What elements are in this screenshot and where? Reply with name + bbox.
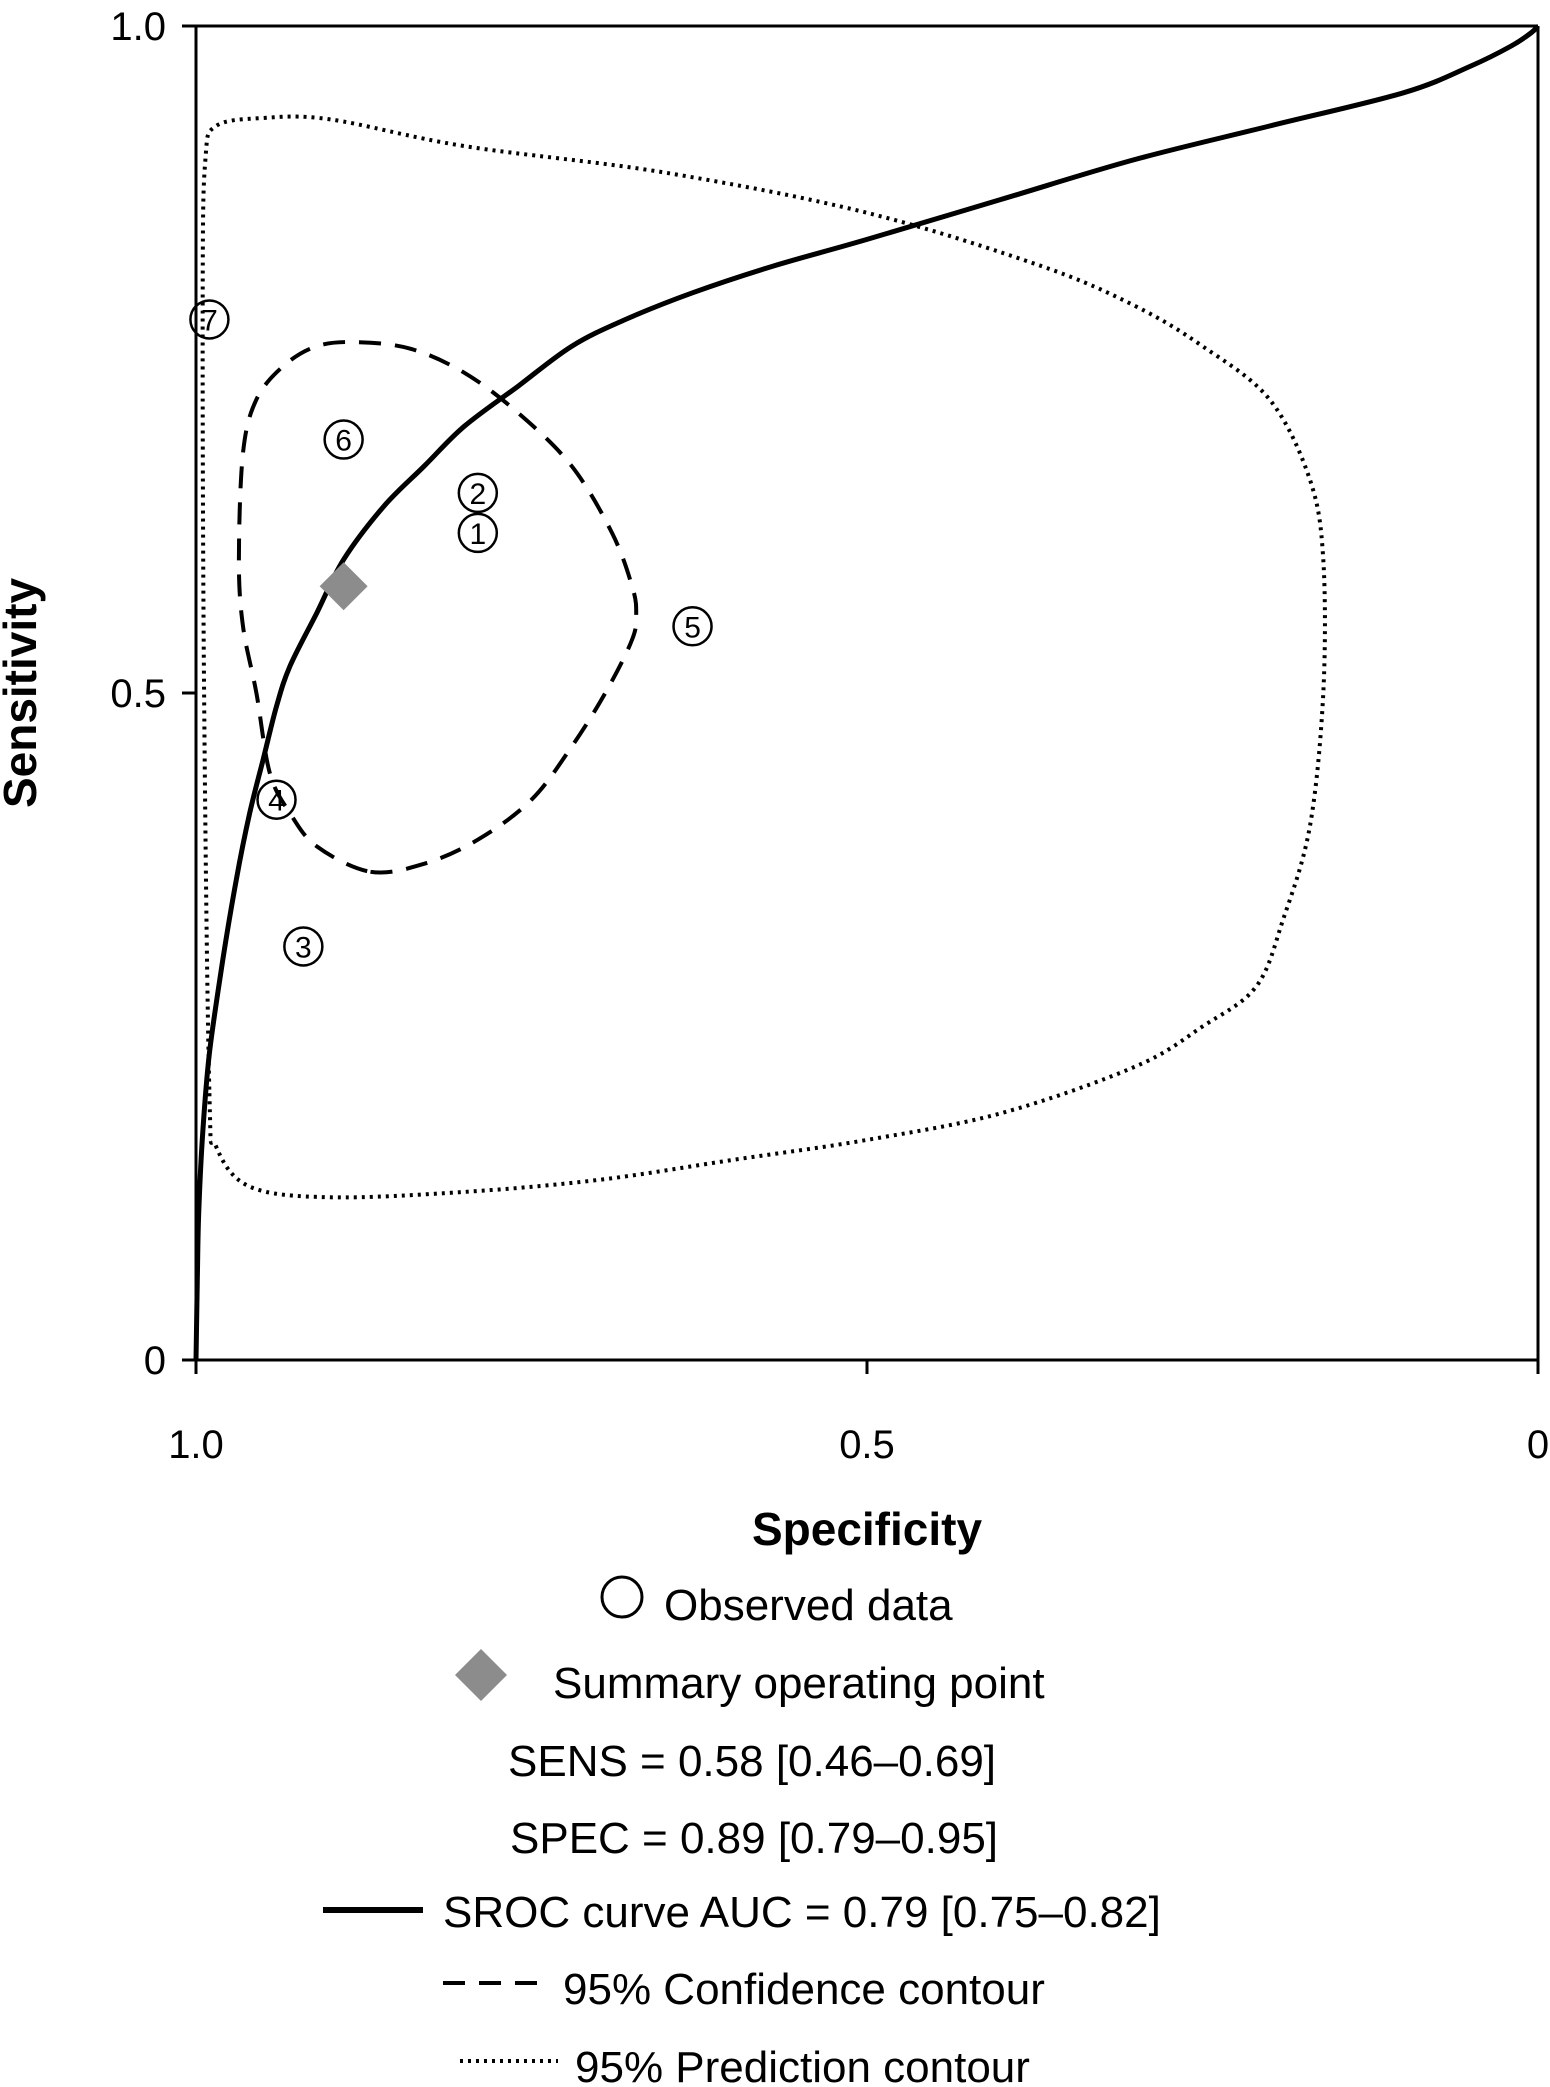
plot-area (196, 26, 1538, 1360)
legend-summary-symbol (455, 1649, 507, 1701)
observed-point-6: 6 (325, 421, 363, 459)
legend-observed-label: Observed data (664, 1581, 953, 1630)
legend-summary-label: Summary operating point (553, 1659, 1045, 1708)
legend-sens-label: SENS = 0.58 [0.46–0.69] (508, 1737, 996, 1786)
observed-point-label: 5 (684, 611, 701, 644)
prediction-contour (203, 117, 1325, 1198)
observed-point-5: 5 (674, 607, 712, 645)
x-tick-label: 1.0 (168, 1423, 224, 1467)
x-tick-label: 0.5 (839, 1423, 895, 1467)
legend: Observed data Summary operating point SE… (323, 1577, 1161, 2087)
x-tick-label: 0 (1527, 1423, 1549, 1467)
legend-sroc-label: SROC curve AUC = 0.79 [0.75–0.82] (443, 1888, 1161, 1937)
y-tick-labels: 0 0.5 1.0 (110, 5, 166, 1383)
observed-point-label: 3 (295, 931, 312, 964)
observed-point-1: 1 (459, 514, 497, 552)
observed-point-2: 2 (459, 474, 497, 512)
x-axis-title: Specificity (752, 1503, 983, 1555)
y-axis-title: Sensitivity (0, 578, 46, 809)
observed-point-label: 1 (469, 518, 486, 551)
summary-operating-point (320, 562, 368, 610)
x-tick-labels: 1.0 0.5 0 (168, 1423, 1549, 1467)
observed-point-label: 4 (268, 785, 285, 818)
sroc-curve (196, 26, 1538, 1360)
y-tick-label: 0.5 (110, 672, 166, 716)
legend-confidence-label: 95% Confidence contour (563, 1965, 1045, 2014)
observed-point-label: 6 (335, 425, 352, 458)
legend-prediction-label: 95% Prediction contour (575, 2043, 1030, 2087)
y-tick-label: 1.0 (110, 5, 166, 49)
observed-point-4: 4 (258, 781, 296, 819)
y-tick-label: 0 (144, 1339, 166, 1383)
observed-point-label: 2 (469, 478, 486, 511)
confidence-contour (239, 342, 636, 873)
observed-point-7: 7 (190, 300, 228, 338)
sroc-chart: 1.0 0.5 0 0 0.5 1.0 1 2 3 4 5 6 7 Specificity Sens… (0, 0, 1550, 2087)
axis-ticks (182, 26, 1538, 1374)
summary-point-layer (320, 562, 368, 610)
observed-point-label: 7 (201, 304, 218, 337)
legend-observed-symbol (602, 1577, 642, 1617)
observed-point-3: 3 (284, 927, 322, 965)
legend-spec-label: SPEC = 0.89 [0.79–0.95] (510, 1814, 998, 1863)
